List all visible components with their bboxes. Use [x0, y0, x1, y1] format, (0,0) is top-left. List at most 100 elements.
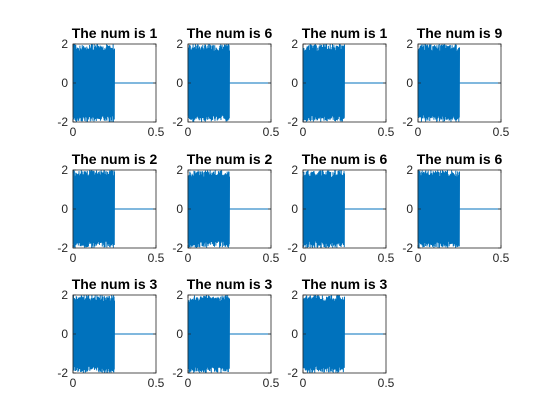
x-tick-label: 0 — [185, 251, 192, 265]
subplot-title: The num is 2 — [187, 151, 273, 167]
subplot-title: The num is 6 — [187, 25, 273, 41]
y-tick-label: 0 — [176, 202, 183, 216]
y-tick-label: 2 — [291, 288, 298, 302]
x-tick-label: 0.5 — [493, 251, 510, 265]
subplot-title: The num is 6 — [302, 151, 388, 167]
x-tick-label: 0.5 — [378, 376, 395, 390]
subplot-title: The num is 3 — [187, 276, 273, 292]
y-tick-label: 2 — [176, 288, 183, 302]
subplot-4: The num is 920-20 0.5 — [402, 25, 509, 139]
tick-marks — [72, 43, 157, 123]
y-tick-label: -2 — [172, 366, 183, 380]
subplot-3: The num is 120-20 0.5 — [287, 25, 394, 139]
y-tick-label: 2 — [291, 163, 298, 177]
x-tick-label: 0 — [70, 125, 77, 139]
x-tick-label: 0.5 — [263, 376, 280, 390]
tick-marks — [72, 294, 157, 374]
x-tick-label: 0.5 — [148, 251, 165, 265]
x-tick-label: 0 — [415, 125, 422, 139]
y-tick-label: -2 — [287, 241, 298, 255]
y-tick-label: 2 — [406, 163, 413, 177]
signal-waveform — [417, 44, 460, 122]
y-tick-label: -2 — [172, 115, 183, 129]
y-tick-label: 0 — [61, 327, 68, 341]
subplot-11: The num is 320-20 0.5 — [287, 276, 394, 390]
x-tick-label: 0 — [185, 376, 192, 390]
y-tick-label: -2 — [402, 241, 413, 255]
tick-marks — [72, 169, 157, 249]
y-tick-label: -2 — [57, 115, 68, 129]
y-tick-label: 2 — [61, 163, 68, 177]
x-tick-label: 0.5 — [378, 251, 395, 265]
y-tick-label: 0 — [176, 327, 183, 341]
y-tick-label: 0 — [291, 202, 298, 216]
subplot-6: The num is 220-20 0.5 — [172, 151, 279, 265]
subplot-9: The num is 320-20 0.5 — [57, 276, 164, 390]
subplot-8: The num is 620-20 0.5 — [402, 151, 509, 265]
tick-marks — [187, 43, 272, 123]
signal-waveform — [302, 44, 345, 122]
y-tick-label: 0 — [406, 202, 413, 216]
y-tick-label: 2 — [291, 37, 298, 51]
subplot-title: The num is 3 — [302, 276, 388, 292]
subplot-title: The num is 1 — [302, 25, 388, 41]
y-tick-label: 2 — [176, 37, 183, 51]
subplot-7: The num is 620-20 0.5 — [287, 151, 394, 265]
signal-waveform — [72, 295, 115, 373]
tick-marks — [302, 43, 387, 123]
x-tick-label: 0.5 — [263, 125, 280, 139]
signal-waveform — [302, 170, 345, 248]
tick-marks — [302, 169, 387, 249]
subplot-10: The num is 320-20 0.5 — [172, 276, 279, 390]
x-tick-label: 0 — [415, 251, 422, 265]
signal-waveform — [72, 170, 115, 248]
y-tick-label: -2 — [287, 366, 298, 380]
x-tick-label: 0 — [300, 376, 307, 390]
signal-waveform — [302, 295, 345, 373]
x-tick-label: 0 — [300, 125, 307, 139]
subplot-5: The num is 220-20 0.5 — [57, 151, 164, 265]
y-tick-label: 0 — [176, 76, 183, 90]
y-tick-label: -2 — [57, 366, 68, 380]
y-tick-label: 2 — [176, 163, 183, 177]
y-tick-label: -2 — [57, 241, 68, 255]
y-tick-label: 0 — [61, 202, 68, 216]
x-tick-label: 0 — [70, 376, 77, 390]
y-tick-label: -2 — [287, 115, 298, 129]
y-tick-label: -2 — [402, 115, 413, 129]
y-tick-label: 2 — [61, 288, 68, 302]
x-tick-label: 0 — [185, 125, 192, 139]
subplot-title: The num is 6 — [417, 151, 503, 167]
x-tick-label: 0.5 — [148, 125, 165, 139]
signal-waveform — [187, 295, 230, 373]
x-tick-label: 0.5 — [378, 125, 395, 139]
signal-waveform — [417, 170, 460, 248]
x-tick-label: 0.5 — [263, 251, 280, 265]
subplot-title: The num is 2 — [72, 151, 158, 167]
signal-waveform — [187, 44, 230, 122]
subplot-title: The num is 3 — [72, 276, 158, 292]
tick-marks — [187, 169, 272, 249]
signal-waveform — [187, 170, 230, 248]
subplot-title: The num is 1 — [72, 25, 158, 41]
x-tick-label: 0 — [300, 251, 307, 265]
y-tick-label: 2 — [406, 37, 413, 51]
y-tick-label: 2 — [61, 37, 68, 51]
subplot-1: The num is 120-20 0.5 — [57, 25, 164, 139]
x-tick-label: 0 — [70, 251, 77, 265]
tick-marks — [417, 43, 502, 123]
x-tick-label: 0.5 — [148, 376, 165, 390]
x-tick-label: 0.5 — [493, 125, 510, 139]
y-tick-label: 0 — [406, 76, 413, 90]
tick-marks — [417, 169, 502, 249]
y-tick-label: -2 — [172, 241, 183, 255]
tick-marks — [302, 294, 387, 374]
subplot-2: The num is 620-20 0.5 — [172, 25, 279, 139]
y-tick-label: 0 — [291, 76, 298, 90]
signal-waveform — [72, 44, 115, 122]
y-tick-label: 0 — [61, 76, 68, 90]
y-tick-label: 0 — [291, 327, 298, 341]
subplot-title: The num is 9 — [417, 25, 503, 41]
